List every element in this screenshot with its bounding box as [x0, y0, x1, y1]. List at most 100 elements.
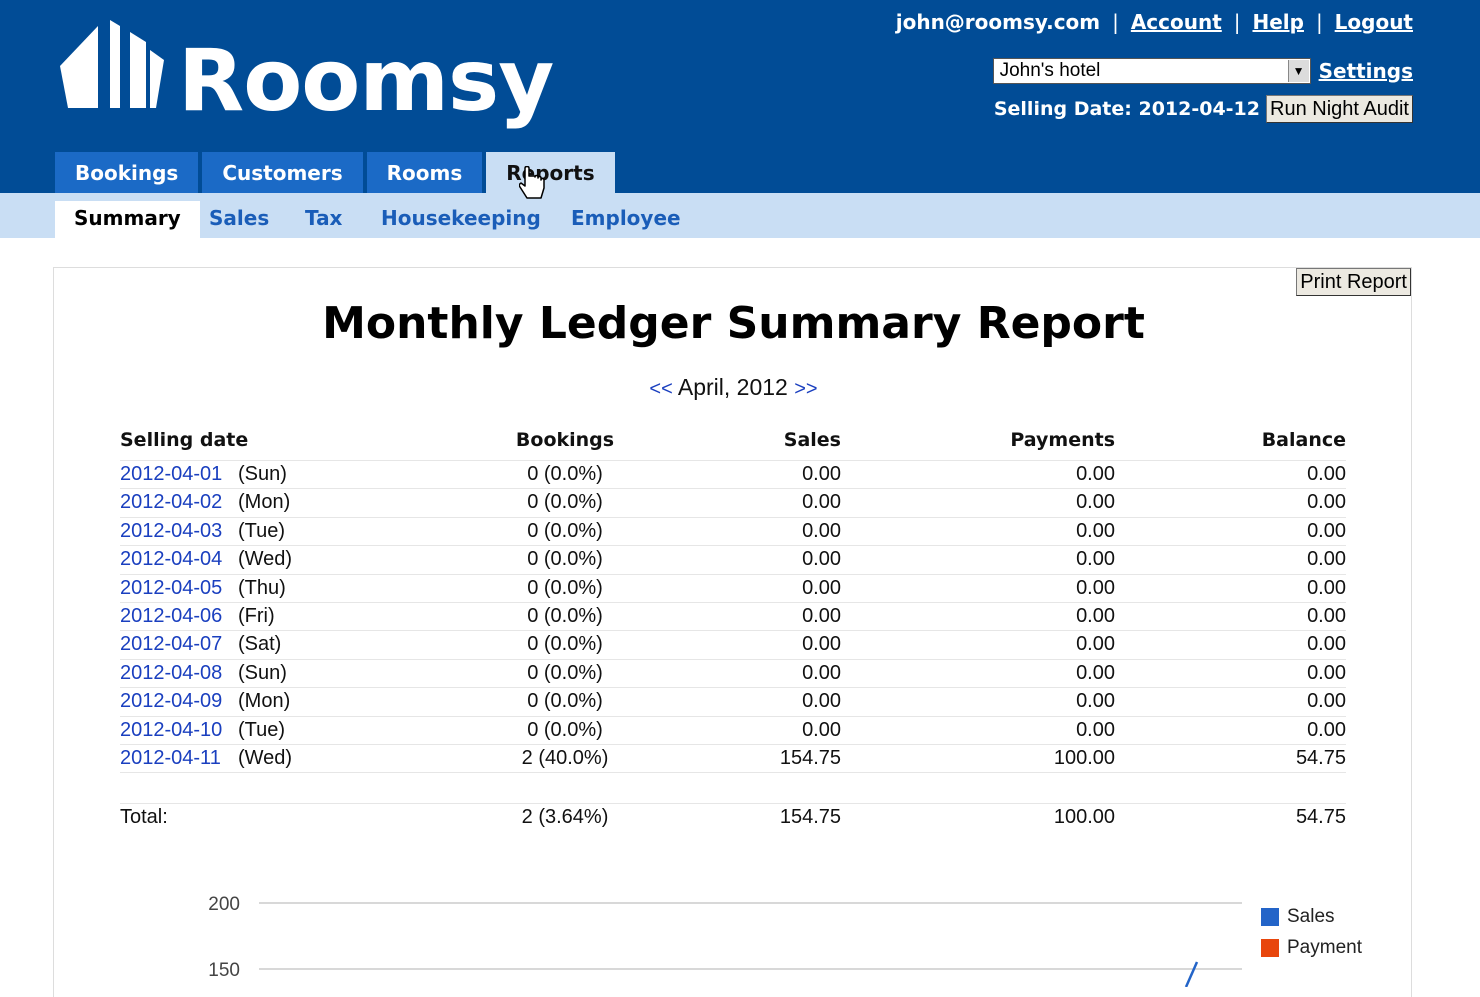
row-payments: 0.00	[1076, 519, 1115, 542]
report-panel: Print Report Monthly Ledger Summary Repo…	[53, 267, 1412, 997]
row-sales: 0.00	[802, 718, 841, 741]
next-month-link[interactable]: >>	[794, 378, 818, 400]
separator: |	[1315, 10, 1323, 34]
row-payments: 100.00	[1053, 746, 1115, 769]
row-balance: 0.00	[1307, 576, 1346, 599]
y-tick-label: 150	[208, 960, 240, 981]
user-email: john@roomsy.com	[895, 10, 1101, 34]
table-row: 2012-04-04 (Wed) 0 (0.0%) 0.00 0.00 0.00	[120, 546, 1346, 575]
hotel-row: John's hotel ▼ Settings	[992, 57, 1413, 85]
date-link[interactable]: 2012-04-11	[120, 746, 221, 769]
table-header: Selling date Bookings Sales Payments Bal…	[120, 428, 1346, 461]
row-weekday: (Fri)	[238, 604, 275, 627]
user-bar: john@roomsy.com | Account | Help | Logou…	[896, 10, 1413, 34]
total-payments: 100.00	[1053, 806, 1115, 829]
date-link[interactable]: 2012-04-01	[120, 463, 223, 485]
chevron-down-icon[interactable]: ▼	[1287, 60, 1309, 82]
col-header-payments: Payments	[1010, 429, 1115, 451]
row-bookings: 0 (0.0%)	[527, 463, 603, 485]
row-bookings: 0 (0.0%)	[527, 690, 603, 713]
row-date: 2012-04-10	[120, 717, 222, 744]
subtab-employee[interactable]: Employee	[571, 206, 681, 230]
row-bookings: 0 (0.0%)	[527, 604, 603, 627]
row-bookings: 0 (0.0%)	[527, 548, 603, 571]
row-bookings: 0 (0.0%)	[527, 576, 603, 599]
row-weekday: (Sun)	[238, 463, 287, 485]
subtab-tax[interactable]: Tax	[305, 206, 343, 230]
date-link[interactable]: 2012-04-09	[120, 690, 223, 713]
subtab-housekeeping[interactable]: Housekeeping	[381, 206, 541, 230]
tab-customers[interactable]: Customers	[202, 152, 363, 193]
month-nav: << April, 2012 >>	[54, 374, 1413, 401]
tab-rooms[interactable]: Rooms	[366, 152, 483, 193]
date-link[interactable]: 2012-04-07	[120, 633, 223, 656]
table-row: 2012-04-09 (Mon) 0 (0.0%) 0.00 0.00 0.00	[120, 688, 1346, 717]
settings-link[interactable]: Settings	[1318, 59, 1413, 83]
main-tabs: Bookings Customers Rooms Reports	[55, 152, 615, 193]
report-subnav: Summary Sales Tax Housekeeping Employee	[0, 193, 1480, 238]
total-balance: 54.75	[1295, 806, 1346, 829]
legend-label: Payment	[1287, 936, 1362, 958]
row-date: 2012-04-05	[120, 575, 222, 602]
hotel-select[interactable]: John's hotel ▼	[992, 58, 1311, 84]
tab-reports[interactable]: Reports	[486, 152, 615, 193]
table-row: 2012-04-01 (Sun) 0 (0.0%) 0.00 0.00 0.00	[120, 461, 1346, 490]
row-date: 2012-04-08	[120, 660, 222, 687]
row-date: 2012-04-09	[120, 688, 222, 715]
chart-legend: Sales Payment	[1261, 901, 1362, 963]
row-payments: 0.00	[1076, 718, 1115, 741]
date-link[interactable]: 2012-04-06	[120, 604, 223, 627]
subtab-summary[interactable]: Summary	[55, 201, 200, 238]
tab-bookings[interactable]: Bookings	[55, 152, 199, 193]
app-header: Roomsy john@roomsy.com | Account | Help …	[0, 0, 1480, 193]
date-link[interactable]: 2012-04-04	[120, 548, 223, 571]
row-payments: 0.00	[1076, 690, 1115, 713]
total-row: Total: 2 (3.64%) 154.75 100.00 54.75	[120, 803, 1346, 834]
total-label: Total:	[120, 806, 168, 829]
row-weekday: (Tue)	[238, 718, 286, 741]
prev-month-link[interactable]: <<	[649, 378, 673, 400]
house-logo-icon	[60, 20, 164, 108]
row-sales: 0.00	[802, 548, 841, 571]
row-payments: 0.00	[1076, 576, 1115, 599]
table-row: 2012-04-08 (Sun) 0 (0.0%) 0.00 0.00 0.00	[120, 660, 1346, 689]
date-link[interactable]: 2012-04-10	[120, 718, 223, 741]
print-report-button[interactable]: Print Report	[1296, 268, 1411, 296]
row-date: 2012-04-03	[120, 518, 222, 545]
date-link[interactable]: 2012-04-08	[120, 661, 223, 684]
separator: |	[1112, 10, 1119, 34]
row-date: 2012-04-01	[120, 461, 222, 488]
legend-swatch	[1261, 907, 1279, 926]
date-link[interactable]: 2012-04-03	[120, 519, 223, 542]
row-weekday: (Sun)	[238, 661, 287, 684]
separator: |	[1233, 10, 1241, 34]
help-link[interactable]: Help	[1252, 10, 1304, 34]
col-header-sales: Sales	[783, 429, 841, 451]
report-title: Monthly Ledger Summary Report	[322, 298, 1145, 349]
row-weekday: (Mon)	[238, 690, 291, 713]
run-night-audit-button[interactable]: Run Night Audit	[1266, 95, 1413, 123]
legend-item-sales[interactable]: Sales	[1261, 901, 1362, 932]
row-payments: 0.00	[1076, 604, 1115, 627]
hand-cursor-icon	[519, 166, 545, 199]
account-link[interactable]: Account	[1130, 10, 1222, 34]
row-bookings: 0 (0.0%)	[527, 661, 603, 684]
row-balance: 0.00	[1307, 519, 1346, 542]
row-bookings: 0 (0.0%)	[527, 633, 603, 656]
row-payments: 0.00	[1076, 491, 1115, 514]
subtab-sales[interactable]: Sales	[209, 206, 270, 230]
legend-item-payment[interactable]: Payment	[1261, 932, 1362, 963]
row-payments: 0.00	[1076, 548, 1115, 571]
row-sales: 0.00	[802, 519, 841, 542]
table-row: 2012-04-02 (Mon) 0 (0.0%) 0.00 0.00 0.00	[120, 489, 1346, 518]
logout-link[interactable]: Logout	[1334, 10, 1413, 34]
selling-date: Selling Date: 2012-04-12	[993, 98, 1261, 120]
row-sales: 0.00	[802, 491, 841, 514]
date-link[interactable]: 2012-04-02	[120, 491, 223, 514]
row-sales: 0.00	[802, 661, 841, 684]
sales-series-line	[1184, 961, 1199, 987]
date-link[interactable]: 2012-04-05	[120, 576, 223, 599]
row-bookings: 0 (0.0%)	[527, 491, 603, 514]
legend-label: Sales	[1287, 905, 1335, 927]
